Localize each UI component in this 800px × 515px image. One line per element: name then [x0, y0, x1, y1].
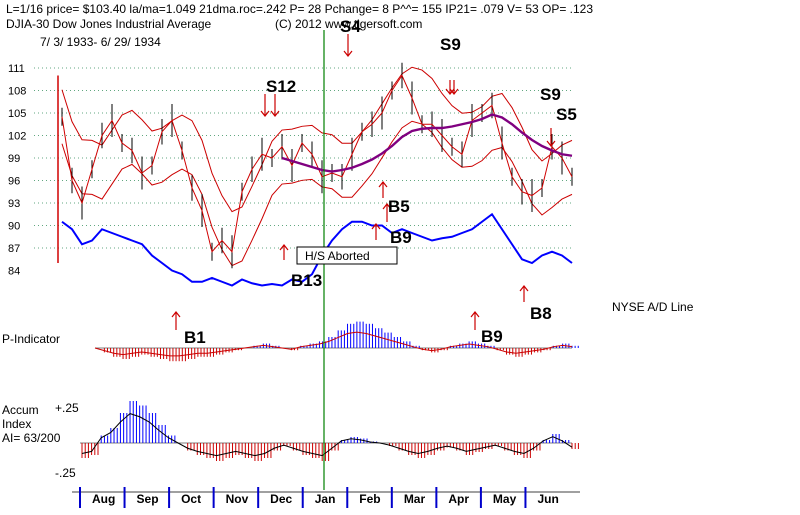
- accum-bottom-tick: -.25: [55, 466, 76, 480]
- arrow-s4-head: [343, 50, 353, 57]
- month-label-Oct: Oct: [181, 492, 201, 506]
- month-label-Mar: Mar: [404, 492, 426, 506]
- p-indicator-signal-line: [94, 331, 573, 357]
- lower-band-line: [61, 120, 573, 267]
- arrow-s9-apr-b-head: [449, 88, 459, 95]
- month-label-Apr: Apr: [448, 492, 469, 506]
- ma21-line: [281, 113, 573, 173]
- price-bands: [61, 66, 573, 267]
- arrow-b5-a-head: [378, 181, 388, 188]
- signal-arrows: [171, 34, 556, 330]
- signal-label-s5: S5: [556, 105, 577, 124]
- signal-label-s9-apr: S9: [440, 35, 461, 54]
- signal-label-s4: S4: [340, 17, 361, 36]
- price-line: [61, 74, 573, 253]
- ma-series: [281, 113, 573, 173]
- month-label-Jan: Jan: [315, 492, 336, 506]
- arrow-b13-head: [279, 244, 289, 251]
- arrow-b9-may-head: [470, 311, 480, 318]
- date-range: 7/ 3/ 1933- 6/ 29/ 1934: [40, 35, 161, 49]
- chart-title: DJIA-30 Dow Jones Industrial Average: [6, 17, 212, 31]
- month-label-Sep: Sep: [137, 492, 159, 506]
- arrow-s5-head: [546, 140, 556, 147]
- hs-aborted-label: H/S Aborted: [305, 249, 370, 263]
- signal-label-s9-jun: S9: [540, 85, 561, 104]
- accum-label-2: Index: [2, 417, 31, 431]
- signal-label-b1: B1: [184, 328, 206, 347]
- arrow-b1-head: [171, 311, 181, 318]
- ad-line: [61, 212, 573, 287]
- month-label-Aug: Aug: [92, 492, 115, 506]
- y-tick-108: 108: [8, 86, 26, 98]
- p-indicator-panel: [94, 321, 579, 362]
- month-axis: Aug Sep Oct Nov Dec Jan Feb Mar Apr May Jun: [72, 487, 580, 508]
- accum-ma-line: [81, 413, 573, 457]
- y-tick-99: 99: [8, 153, 20, 165]
- month-label-Jun: Jun: [537, 492, 558, 506]
- p-indicator-label: P-Indicator: [2, 332, 60, 346]
- signal-label-b5: B5: [388, 197, 410, 216]
- arrow-b8-head: [519, 285, 529, 292]
- arrow-s9-apr-a-head: [445, 88, 455, 95]
- signal-label-b8: B8: [530, 304, 552, 323]
- signal-label-s12: S12: [266, 77, 296, 96]
- accum-label-3: AI= 63/200: [2, 431, 61, 445]
- accum-index-panel: [80, 401, 579, 461]
- y-tick-96: 96: [8, 176, 20, 188]
- accum-label-1: Accum: [2, 403, 39, 417]
- upper-band-line: [61, 66, 573, 213]
- hs-aborted-box: [296, 246, 398, 265]
- price-y-axis: 111 108 105 102 99 96 93 90 87 84: [8, 63, 26, 278]
- signal-label-b13: B13: [291, 271, 322, 290]
- y-tick-111: 111: [8, 63, 25, 75]
- arrow-b5-b-head: [382, 203, 392, 210]
- ad-line-label: NYSE A/D Line: [612, 300, 694, 314]
- y-tick-105: 105: [8, 108, 26, 120]
- arrow-s12-b-head: [270, 110, 280, 117]
- header-stats: L=1/16 price= $103.40 la/ma=1.049 21dma.…: [6, 2, 593, 16]
- month-label-May: May: [493, 492, 517, 506]
- y-tick-102: 102: [8, 131, 26, 143]
- arrow-s12-a-head: [260, 110, 270, 117]
- y-tick-84: 84: [8, 266, 20, 278]
- y-tick-93: 93: [8, 198, 20, 210]
- ad-line-series: [61, 212, 573, 287]
- price-gridlines: [34, 67, 574, 249]
- price-series: [57, 62, 573, 269]
- y-tick-90: 90: [8, 221, 20, 233]
- signal-label-b9-may: B9: [481, 327, 503, 346]
- copyright: (C) 2012 www.tigersoft.com: [275, 17, 422, 31]
- month-label-Feb: Feb: [359, 492, 380, 506]
- month-label-Nov: Nov: [226, 492, 249, 506]
- accum-top-tick: +.25: [55, 401, 79, 415]
- month-label-Dec: Dec: [270, 492, 292, 506]
- y-tick-87: 87: [8, 243, 20, 255]
- signal-label-b9-mar: B9: [390, 228, 412, 247]
- arrow-b9-mar-head: [371, 223, 381, 230]
